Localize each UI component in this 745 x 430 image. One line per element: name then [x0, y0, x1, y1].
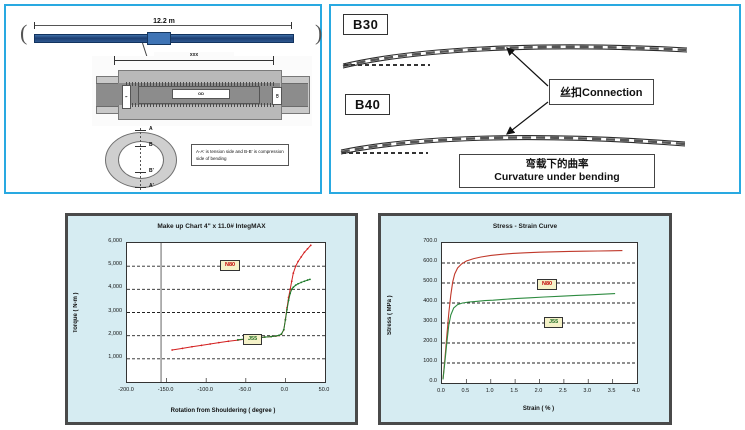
specimen-tag-b30: B30: [343, 14, 389, 35]
bending-side-note: A-A' is tension side and B-B' is compres…: [191, 144, 289, 166]
ring-letter-a-prime: A': [149, 183, 154, 189]
x-tick-label: -200.0: [118, 387, 134, 393]
ring-tick-a-prime: [135, 187, 146, 188]
ring-centerline: [140, 128, 141, 190]
bent-pipe-bottom-graphic: [339, 126, 687, 160]
y-tick-label: 100.0: [423, 358, 437, 364]
x-tick-label: 2.5: [559, 388, 567, 394]
pipe-specimen-panel: ( ) 12.2 m xxx OD t ID A B: [4, 4, 322, 194]
reference-dashed-line-top: [344, 64, 430, 66]
coupling-od-label: OD: [172, 89, 230, 99]
ring-letter-b-prime: B': [149, 168, 154, 174]
joint-length-label: 12.2 m: [124, 18, 204, 25]
make-up-chart-y-axis-title: Torque ( N-m ): [73, 292, 79, 334]
make-up-chart-canvas: [127, 243, 325, 382]
reference-dashed-line-bottom: [342, 152, 428, 154]
x-tick-label: 3.0: [583, 388, 592, 394]
x-tick-label: -50.0: [238, 387, 252, 393]
stress-strain-chart-y-axis-title: Stress ( MPa ): [387, 295, 393, 335]
coupling-cross-section-graphic: OD t ID: [96, 70, 310, 120]
stress-strain-chart-x-axis-title: Strain ( % ): [522, 406, 555, 412]
make-up-chart-x-axis-title: Rotation from Shouldering ( degree ): [170, 408, 276, 414]
connection-callout: 丝扣Connection: [549, 79, 654, 105]
curvature-callout-en: Curvature under bending: [494, 171, 620, 183]
specimen-tag-b40: B40: [345, 94, 391, 115]
y-tick-label: 6,000: [108, 238, 122, 244]
coupling-highlight-graphic: [147, 32, 171, 45]
x-tick-label: 0.0: [437, 388, 445, 394]
x-tick-label: 0.5: [461, 388, 470, 394]
x-tick-label: 1.5: [510, 388, 518, 394]
pipe-joint-overview: ( ) 12.2 m: [16, 16, 322, 63]
right-bracket-icon: ): [315, 20, 323, 45]
x-tick-label: 50.0: [318, 387, 330, 393]
x-tick-label: 4.0: [632, 388, 640, 394]
stress-strain-chart-series-tag-j55: J55: [544, 317, 564, 328]
make-up-chart-title: Make up Chart 4" x 11.0# IntegMAX: [157, 223, 266, 230]
x-tick-label: 1.0: [485, 388, 494, 394]
stress-strain-chart-series-tag-n80: N80: [537, 279, 558, 290]
coupling-length-label: xxx: [154, 52, 234, 58]
stress-strain-chart-panel: Stress - Strain Curve Stress ( MPa ) Str…: [378, 213, 672, 425]
bending-curvature-panel: B30 B40 丝扣Connection 弯载下的曲率 Curvature un…: [329, 4, 741, 194]
make-up-chart-panel: Make up Chart 4" x 11.0# IntegMAX Torque…: [65, 213, 358, 425]
pipe-ring-cross-section: A B B' A': [101, 126, 181, 190]
y-tick-label: 4,000: [108, 284, 122, 291]
ring-tick-b-prime: [135, 172, 146, 173]
stress-strain-chart-canvas: [442, 250, 637, 383]
ring-letter-b: B: [149, 142, 153, 148]
make-up-chart-series-tag-j55: J55: [243, 334, 263, 345]
y-tick-label: 5,000: [108, 261, 122, 268]
x-tick-label: -100.0: [197, 387, 213, 393]
x-tick-label: 2.0: [534, 388, 543, 394]
coupling-inner-outline: [138, 86, 260, 104]
make-up-chart-series-tag-n80: N80: [220, 260, 241, 271]
upper-thread-pattern: [126, 82, 274, 86]
left-bracket-icon: (: [20, 20, 28, 45]
y-tick-label: 500.0: [423, 278, 437, 284]
curvature-callout-cn: 弯载下的曲率: [525, 158, 589, 170]
coupling-length-dimension-line: [114, 56, 274, 65]
y-tick-label: 0.0: [429, 378, 437, 384]
ring-tick-b: [135, 146, 146, 147]
y-tick-label: 200.0: [423, 338, 437, 344]
y-tick-label: 3,000: [108, 307, 122, 314]
bent-pipe-top-graphic: [341, 38, 689, 72]
curvature-callout: 弯载下的曲率 Curvature under bending: [459, 154, 655, 188]
coupling-id-label: ID: [272, 87, 282, 105]
stress-strain-chart-title: Stress - Strain Curve: [492, 223, 558, 230]
y-tick-label: 2,000: [108, 330, 122, 337]
joint-length-dimension-line: [34, 22, 292, 29]
y-tick-label: 300.0: [423, 318, 437, 324]
coupling-thickness-label: t: [122, 85, 131, 109]
y-tick-label: 1,000: [108, 353, 122, 360]
x-tick-label: 3.5: [607, 388, 616, 394]
coupling-section-view: xxx OD t ID: [92, 52, 312, 126]
lower-thread-pattern: [126, 103, 274, 107]
ring-tick-a: [135, 130, 146, 131]
y-tick-label: 400.0: [423, 298, 437, 304]
y-tick-label: 600.0: [423, 258, 437, 264]
stress-strain-chart-plot-area: [441, 242, 638, 384]
y-tick-label: 700.0: [423, 238, 437, 244]
x-tick-label: -150.0: [157, 387, 174, 393]
x-tick-label: 0.0: [280, 387, 289, 393]
ring-letter-a: A: [149, 126, 153, 132]
